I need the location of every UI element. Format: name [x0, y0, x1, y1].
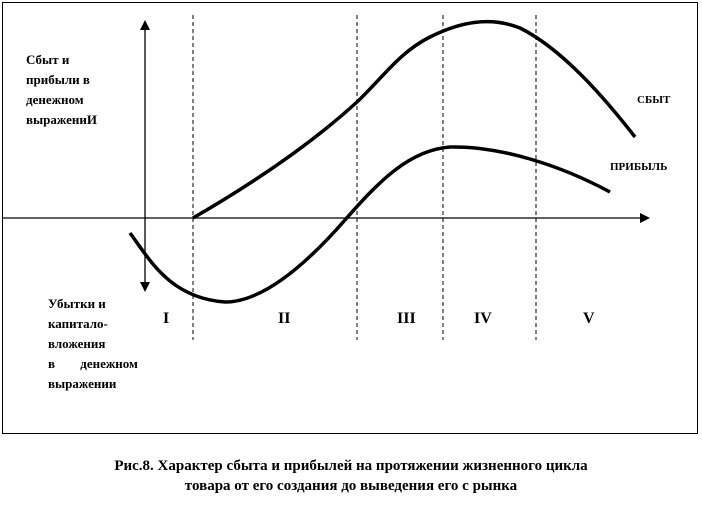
profit-curve	[128, 145, 611, 304]
sales-series-label: СБЫТ	[637, 94, 671, 106]
caption-line: товара от его создания до выведения его …	[184, 478, 518, 494]
stage-label: V	[583, 310, 595, 327]
y-axis-label-positive: Сбыт и прибыли в денежном выражениИ	[26, 52, 98, 127]
sales-curve	[192, 19, 637, 220]
y-axis-label-negative: Убытки и капитало- вложения в денежном в…	[48, 296, 138, 391]
stage-label: II	[278, 310, 291, 327]
caption-line: Рис.8. Характер сбыта и прибылей на прот…	[114, 458, 588, 474]
stage-label: IV	[474, 310, 492, 327]
figure-caption: Рис.8. Характер сбыта и прибылей на прот…	[0, 456, 702, 496]
profit-series-label: ПРИБЫЛЬ	[610, 161, 668, 173]
stage-label: I	[163, 310, 170, 327]
stage-label: III	[397, 310, 416, 327]
life-cycle-diagram	[2, 15, 650, 340]
